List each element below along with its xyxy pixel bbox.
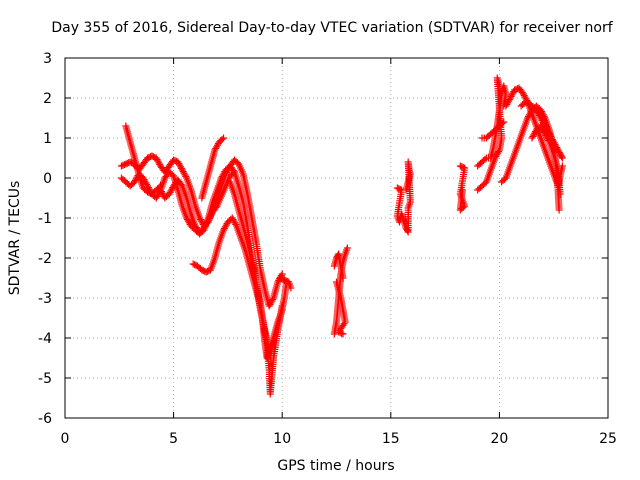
x-axis-title: GPS time / hours [277,458,394,474]
y-tick-label: -1 [38,211,52,227]
series-track-n [474,82,510,170]
data-point [558,153,566,161]
data-point [229,169,237,177]
y-tick-label: -2 [38,251,52,267]
data-point [339,330,347,338]
y-tick-label: 2 [43,91,52,107]
x-tick-label: 15 [382,431,400,447]
series-track-s [517,98,566,162]
x-tick-label: 10 [273,431,291,447]
plot-frame [64,57,609,419]
series-track-j [333,278,349,338]
grid-lines [65,58,608,418]
x-axis-tick-labels: 0 5 10 15 20 25 [61,431,617,447]
x-tick-label: 0 [61,431,70,447]
data-point [556,190,564,198]
data-point [218,135,226,143]
data-point [338,329,346,337]
y-axis-title: SDTVAR / TECUs [7,181,23,296]
axis-ticks [64,57,609,419]
x-tick-label: 20 [490,431,508,447]
data-point [403,227,411,235]
data-point [558,154,566,162]
series-track-l [393,158,414,236]
data-point [555,206,563,214]
series-track-h [276,274,295,292]
y-tick-label: -3 [38,291,52,307]
y-tick-label: 3 [43,51,52,67]
series-track-d [157,168,238,236]
series-track-e [198,134,228,202]
series-track-o [474,74,506,194]
series-track-c [122,122,165,198]
series-track-g [226,178,291,362]
series-track-m [456,162,469,214]
y-tick-label: -5 [38,371,52,387]
x-tick-label: 25 [599,431,617,447]
data-point [220,134,228,142]
data-point [544,136,552,144]
data-point [495,82,503,90]
y-axis-tick-labels: 3 2 1 0 -1 -2 -3 -4 -5 -6 [38,51,52,427]
data-point [495,148,503,156]
data-point [182,172,190,180]
y-tick-label: 0 [43,171,52,187]
data-point [458,186,466,194]
data-point [481,155,489,163]
series-track-p [478,118,508,142]
data-point [230,168,238,176]
data-point [339,274,347,282]
data-point [278,270,286,278]
data-point [266,348,274,356]
data-point [500,118,508,126]
data-point [343,244,351,252]
data-point [287,284,295,292]
series-track-t [528,122,564,198]
x-tick-label: 5 [169,431,178,447]
data-point [269,296,277,304]
y-tick-label: -4 [38,331,52,347]
chart-title: Day 355 of 2016, Sidereal Day-to-day VTE… [51,20,613,36]
data-point [402,186,410,194]
y-tick-label: -6 [38,411,52,427]
data-point [498,119,506,127]
y-tick-label: 1 [43,131,52,147]
data-point [232,220,240,228]
series-track-k [330,250,347,282]
data-points [117,74,566,398]
